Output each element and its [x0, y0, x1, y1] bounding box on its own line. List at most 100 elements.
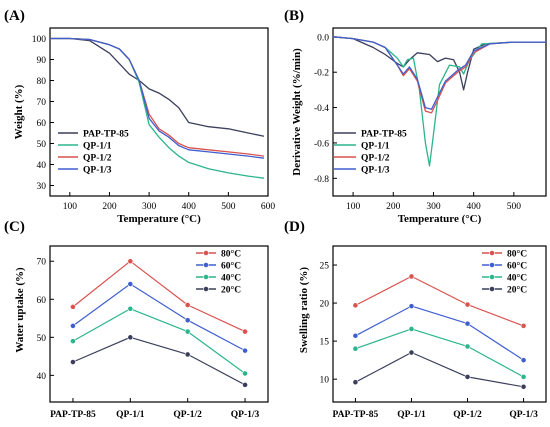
series-line-2 — [355, 328, 524, 378]
series-line-1 — [355, 305, 524, 361]
panel-1: (B) 0.0 -0.2 -0.4 -0.6 -0.8 100 200 300 400 500 Tem… — [284, 8, 547, 225]
data-point — [184, 328, 191, 335]
y-tick-label: 20 — [320, 300, 330, 310]
y-tick-label: 70 — [37, 98, 47, 108]
y-tick-label: 0.0 — [317, 33, 329, 43]
data-point — [408, 349, 415, 356]
x-tick-label: 200 — [102, 202, 117, 212]
y-tick-label: 40 — [37, 372, 47, 382]
y-tick-label: 15 — [320, 338, 330, 348]
series-line-3 — [355, 351, 524, 388]
y-tick-label: 25 — [320, 262, 330, 272]
y-axis-label: Swelling ratio (%) — [298, 267, 310, 353]
panel-0: (A) 30 40 50 60 70 80 90 100 100 200 300 400 500 600 Te… — [4, 8, 275, 225]
legend-label: QP-1/1 — [361, 142, 390, 152]
x-category-label: QP-1/3 — [509, 410, 538, 420]
legend-label: QP-1/2 — [83, 154, 112, 164]
legend-label: 60°C — [507, 261, 527, 272]
legend-marker — [203, 274, 209, 280]
panel-label: (A) — [4, 8, 25, 24]
data-point — [408, 273, 415, 280]
data-point — [520, 357, 527, 364]
x-category-label: QP-1/3 — [231, 410, 260, 420]
data-point — [70, 338, 76, 345]
data-point — [242, 347, 248, 354]
x-tick-label: 100 — [346, 202, 361, 212]
series-line-0 — [332, 36, 546, 91]
x-category-label: PAP-TP-85 — [333, 410, 379, 420]
series-line-3 — [50, 37, 265, 159]
data-point — [127, 305, 134, 312]
x-tick-label: 400 — [182, 202, 197, 212]
panel-label: (D) — [284, 219, 305, 235]
data-point — [70, 303, 76, 310]
legend-marker — [489, 262, 495, 268]
data-point — [352, 302, 359, 309]
data-point — [520, 383, 527, 390]
series-line-0 — [50, 37, 265, 137]
panel-label: (B) — [284, 8, 304, 24]
y-axis-label: Derivative Weight (%/min) — [291, 48, 303, 176]
data-point — [184, 302, 191, 308]
data-point — [184, 317, 191, 324]
y-tick-label: 60 — [37, 296, 47, 306]
legend-label: QP-1/2 — [361, 154, 390, 164]
y-tick-label: 10 — [320, 376, 330, 386]
data-point — [70, 359, 76, 365]
legend-label: PAP-TP-85 — [361, 130, 407, 140]
plot-frame — [49, 245, 269, 403]
x-tick-label: 500 — [221, 202, 236, 212]
data-point — [464, 301, 471, 308]
plot-frame — [49, 27, 269, 197]
data-point — [352, 332, 359, 339]
data-point — [520, 373, 527, 380]
data-point — [520, 323, 527, 329]
y-tick-label: 50 — [37, 334, 47, 344]
data-point — [352, 345, 359, 352]
plot-frame — [332, 27, 547, 197]
series-line-1 — [72, 283, 246, 352]
x-category-label: QP-1/2 — [453, 410, 482, 420]
y-axis-label: Water uptake (%) — [14, 267, 26, 353]
panel-3: (D) 10 15 20 25 PAP-TP-85 QP-1/1 QP-1/2 QP-1/3 Sw… — [284, 219, 547, 420]
panel-2: (C) 40 50 60 70 PAP-TP-85 QP-1/1 QP-1/2 QP-1/3 Wa… — [4, 219, 269, 420]
data-point — [242, 370, 248, 377]
series-line-3 — [72, 336, 246, 386]
series-line-3 — [332, 36, 546, 110]
x-tick-label: 500 — [507, 202, 522, 212]
x-category-label: QP-1/1 — [397, 410, 426, 420]
y-tick-label: 50 — [37, 140, 47, 150]
legend-label: 20°C — [221, 285, 241, 296]
y-tick-label: 100 — [32, 35, 47, 45]
y-tick-label: -0.4 — [314, 104, 329, 114]
data-point — [464, 373, 471, 380]
legend-marker — [489, 286, 495, 292]
x-tick-label: 300 — [426, 202, 441, 212]
legend-label: 20°C — [507, 285, 527, 296]
y-tick-label: 40 — [37, 161, 47, 171]
legend-label: QP-1/1 — [83, 142, 112, 152]
data-point — [127, 334, 134, 341]
data-point — [408, 303, 415, 310]
legend-label: 40°C — [507, 273, 527, 284]
y-tick-label: -0.2 — [314, 69, 329, 79]
data-point — [352, 379, 359, 386]
data-point — [464, 343, 471, 350]
y-tick-label: -0.6 — [314, 139, 329, 149]
x-tick-label: 300 — [142, 202, 157, 212]
panel-label: (C) — [4, 219, 25, 235]
series-line-0 — [355, 275, 524, 327]
y-tick-label: 30 — [37, 182, 47, 192]
x-tick-label: 400 — [467, 202, 482, 212]
legend-label: 80°C — [507, 249, 527, 260]
legend-marker — [203, 262, 209, 268]
series-line-2 — [332, 36, 546, 114]
y-axis-label: Weight (%) — [13, 84, 25, 139]
data-point — [242, 328, 248, 335]
x-tick-label: 200 — [386, 202, 401, 212]
series-line-0 — [72, 260, 246, 333]
legend-marker — [203, 286, 209, 292]
y-tick-label: 80 — [37, 77, 47, 87]
y-tick-label: 60 — [37, 119, 47, 129]
